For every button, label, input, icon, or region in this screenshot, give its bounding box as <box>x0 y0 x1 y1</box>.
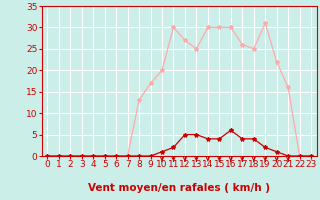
X-axis label: Vent moyen/en rafales ( km/h ): Vent moyen/en rafales ( km/h ) <box>88 183 270 193</box>
